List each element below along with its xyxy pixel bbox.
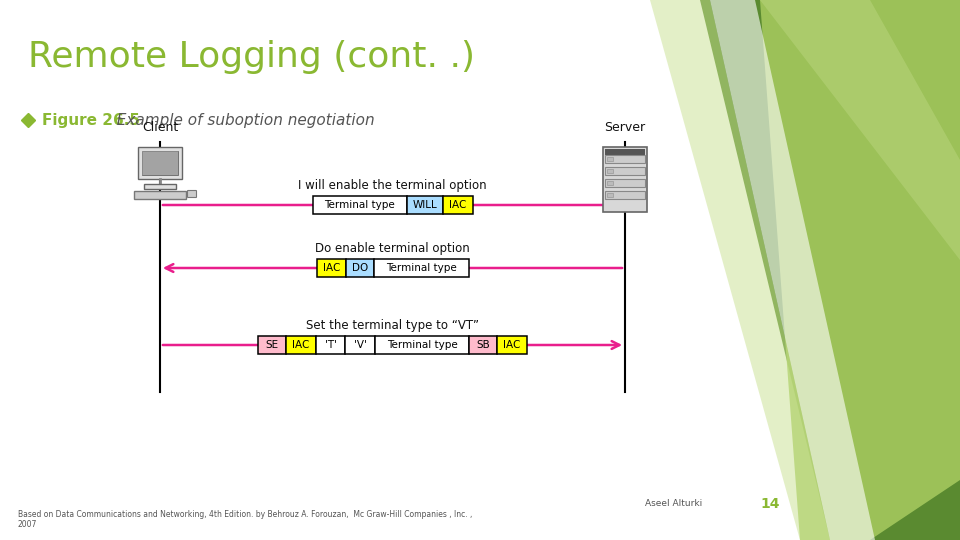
FancyBboxPatch shape	[605, 179, 645, 187]
FancyBboxPatch shape	[605, 149, 645, 155]
Text: Server: Server	[605, 121, 645, 134]
FancyBboxPatch shape	[605, 155, 645, 163]
FancyBboxPatch shape	[374, 336, 469, 354]
Text: IAC: IAC	[503, 340, 520, 350]
FancyBboxPatch shape	[603, 147, 647, 212]
Text: I will enable the terminal option: I will enable the terminal option	[299, 179, 487, 192]
Text: WILL: WILL	[413, 200, 438, 210]
FancyBboxPatch shape	[443, 196, 472, 214]
Text: Terminal type: Terminal type	[387, 340, 457, 350]
FancyBboxPatch shape	[607, 193, 613, 197]
FancyBboxPatch shape	[469, 336, 497, 354]
Text: IAC: IAC	[292, 340, 310, 350]
Text: 'V': 'V'	[353, 340, 367, 350]
Polygon shape	[650, 0, 830, 540]
FancyBboxPatch shape	[316, 336, 346, 354]
Text: Set the terminal type to “VT”: Set the terminal type to “VT”	[306, 319, 479, 332]
FancyBboxPatch shape	[142, 151, 178, 175]
Text: Do enable terminal option: Do enable terminal option	[315, 242, 469, 255]
Text: Figure 26.5: Figure 26.5	[42, 112, 140, 127]
FancyBboxPatch shape	[497, 336, 527, 354]
Text: SE: SE	[266, 340, 278, 350]
FancyBboxPatch shape	[138, 147, 182, 179]
Text: IAC: IAC	[449, 200, 467, 210]
FancyBboxPatch shape	[346, 336, 374, 354]
FancyBboxPatch shape	[187, 191, 197, 198]
FancyBboxPatch shape	[374, 259, 468, 277]
FancyBboxPatch shape	[144, 184, 176, 189]
FancyBboxPatch shape	[258, 336, 286, 354]
Polygon shape	[700, 0, 960, 540]
FancyBboxPatch shape	[317, 259, 346, 277]
FancyBboxPatch shape	[607, 181, 613, 185]
Text: 14: 14	[760, 497, 780, 511]
Text: Example of suboption negotiation: Example of suboption negotiation	[107, 112, 374, 127]
Text: Terminal type: Terminal type	[386, 263, 457, 273]
Polygon shape	[710, 0, 875, 540]
FancyBboxPatch shape	[313, 196, 407, 214]
FancyBboxPatch shape	[142, 151, 178, 175]
FancyBboxPatch shape	[605, 167, 645, 175]
FancyBboxPatch shape	[607, 169, 613, 173]
FancyBboxPatch shape	[607, 157, 613, 161]
Text: Based on Data Communications and Networking, 4th Edition. by Behrouz A. Forouzan: Based on Data Communications and Network…	[18, 510, 472, 529]
FancyBboxPatch shape	[605, 191, 645, 199]
Text: IAC: IAC	[323, 263, 340, 273]
Text: DO: DO	[352, 263, 368, 273]
Text: Terminal type: Terminal type	[324, 200, 396, 210]
Text: Aseel Alturki: Aseel Alturki	[645, 500, 703, 509]
Polygon shape	[760, 0, 960, 260]
Text: SB: SB	[476, 340, 491, 350]
FancyBboxPatch shape	[346, 259, 374, 277]
Text: 'T': 'T'	[324, 340, 337, 350]
Text: Remote Logging (cont. .): Remote Logging (cont. .)	[28, 40, 475, 74]
FancyBboxPatch shape	[134, 191, 186, 199]
FancyBboxPatch shape	[407, 196, 443, 214]
Text: Client: Client	[142, 121, 179, 134]
FancyBboxPatch shape	[286, 336, 316, 354]
Polygon shape	[760, 0, 960, 540]
